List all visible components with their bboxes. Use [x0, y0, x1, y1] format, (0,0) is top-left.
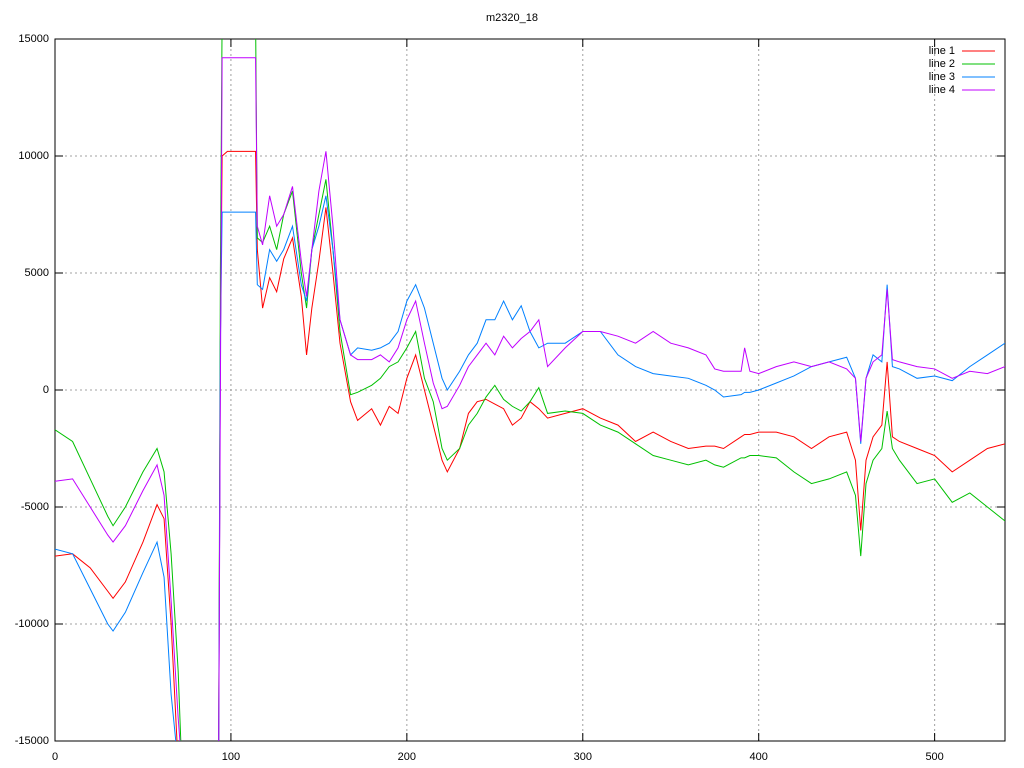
x-tick-label: 300 — [574, 751, 592, 763]
y-tick-label: 0 — [43, 384, 49, 396]
x-tick-label: 100 — [222, 751, 240, 763]
x-tick-label: 400 — [750, 751, 768, 763]
y-tick-label: -10000 — [15, 618, 49, 630]
series-line — [55, 39, 1005, 741]
series-line — [55, 195, 1005, 741]
y-tick-label: 5000 — [25, 267, 49, 279]
x-tick-label: 200 — [398, 751, 416, 763]
plot-border — [54, 38, 1006, 742]
legend-label: line 4 — [929, 84, 955, 96]
x-tick-label: 500 — [925, 751, 943, 763]
y-tick-label: -15000 — [15, 735, 49, 747]
legend-label: line 1 — [929, 45, 955, 57]
legend-label: line 2 — [929, 58, 955, 70]
y-tick-label: 15000 — [18, 33, 49, 45]
plot-area — [55, 39, 1005, 741]
legend-label: line 3 — [929, 71, 955, 83]
series-line — [55, 57, 1005, 741]
series-line — [55, 150, 1005, 741]
x-tick-label: 0 — [52, 751, 58, 763]
y-tick-label: 10000 — [18, 150, 49, 162]
chart-title: m2320_18 — [486, 12, 538, 24]
y-tick-label: -5000 — [21, 501, 49, 513]
